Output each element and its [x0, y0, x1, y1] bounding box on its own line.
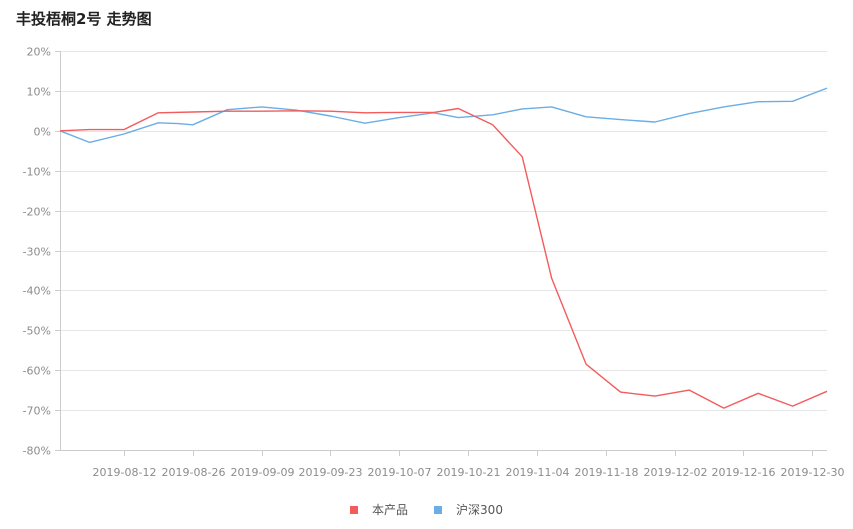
y-tick-label: -40%: [23, 285, 51, 298]
x-tick-label: 2019-09-23: [299, 466, 363, 479]
x-tick-labels: 2019-08-12 2019-08-26 2019-09-09 2019-09-23…: [93, 466, 845, 479]
x-tick-label: 2019-08-12: [93, 466, 157, 479]
axes: [55, 51, 827, 456]
y-tick-label: -50%: [23, 325, 51, 338]
y-tick-label: -20%: [23, 206, 51, 219]
y-tick-label: -60%: [23, 365, 51, 378]
series-line-product: [59, 107, 828, 409]
y-tick-labels: 20% 10% 0% -10% -20% -30% -40% -50% -60% -70% -80%: [23, 46, 51, 458]
x-tick-label: 2019-12-02: [644, 466, 708, 479]
y-tick-label: -80%: [23, 445, 51, 458]
x-tick-label: 2019-12-16: [712, 466, 776, 479]
chart-title: 丰投梧桐2号 走势图: [16, 10, 152, 28]
y-tick-label: 0%: [34, 126, 51, 139]
legend-label-hs300: 沪深300: [456, 503, 503, 517]
x-tick-label: 2019-12-30: [781, 466, 845, 479]
y-tick-label: -10%: [23, 166, 51, 179]
y-tick-label: 10%: [27, 86, 51, 99]
x-tick-label: 2019-10-21: [437, 466, 501, 479]
y-tick-label: -70%: [23, 405, 51, 418]
series-line-hs300: [59, 87, 828, 144]
x-tick-label: 2019-10-07: [368, 466, 432, 479]
x-tick-label: 2019-11-04: [506, 466, 570, 479]
legend-item-product[interactable]: 本产品: [350, 501, 408, 518]
x-tick-label: 2019-09-09: [231, 466, 295, 479]
series-lines: [59, 87, 828, 409]
x-tick-label: 2019-08-26: [162, 466, 226, 479]
legend-swatch-product: [350, 505, 359, 514]
y-tick-label: -30%: [23, 246, 51, 259]
legend-label-product: 本产品: [372, 503, 409, 517]
legend-swatch-hs300: [434, 505, 443, 514]
x-tick-label: 2019-11-18: [575, 466, 639, 479]
legend: 本产品 沪深300: [0, 501, 853, 518]
legend-item-hs300[interactable]: 沪深300: [434, 501, 503, 518]
y-tick-label: 20%: [27, 46, 51, 59]
